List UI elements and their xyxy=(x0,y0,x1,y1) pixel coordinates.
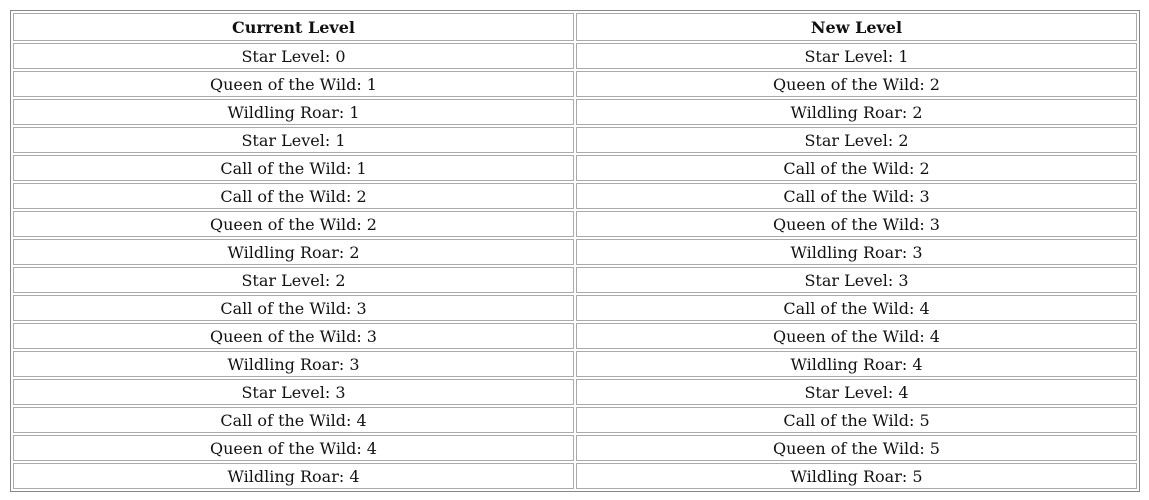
table-cell: Queen of the Wild: 3 xyxy=(576,211,1137,237)
table-cell: Queen of the Wild: 4 xyxy=(576,323,1137,349)
table-cell: Call of the Wild: 3 xyxy=(13,295,574,321)
table-cell: Wildling Roar: 2 xyxy=(13,239,574,265)
table-cell: Star Level: 3 xyxy=(13,379,574,405)
table-cell: Queen of the Wild: 3 xyxy=(13,323,574,349)
table-row: Call of the Wild: 1 Call of the Wild: 2 xyxy=(13,155,1137,181)
table-cell: Call of the Wild: 3 xyxy=(576,183,1137,209)
table-row: Call of the Wild: 4 Call of the Wild: 5 xyxy=(13,407,1137,433)
table-row: Wildling Roar: 3 Wildling Roar: 4 xyxy=(13,351,1137,377)
table-cell: Call of the Wild: 4 xyxy=(576,295,1137,321)
table-row: Queen of the Wild: 3 Queen of the Wild: 4 xyxy=(13,323,1137,349)
table-cell: Wildling Roar: 3 xyxy=(576,239,1137,265)
header-cell: New Level xyxy=(576,13,1137,41)
table-cell: Call of the Wild: 5 xyxy=(576,407,1137,433)
table-row: Star Level: 3 Star Level: 4 xyxy=(13,379,1137,405)
table-cell: Queen of the Wild: 4 xyxy=(13,435,574,461)
table-head: Current Level New Level xyxy=(13,13,1137,41)
table-row: Queen of the Wild: 1 Queen of the Wild: 2 xyxy=(13,71,1137,97)
table-cell: Call of the Wild: 2 xyxy=(576,155,1137,181)
table-cell: Star Level: 0 xyxy=(13,43,574,69)
table-row: Queen of the Wild: 4 Queen of the Wild: 5 xyxy=(13,435,1137,461)
table-cell: Star Level: 2 xyxy=(13,267,574,293)
table-cell: Queen of the Wild: 2 xyxy=(13,211,574,237)
table-cell: Queen of the Wild: 2 xyxy=(576,71,1137,97)
header-row: Current Level New Level xyxy=(13,13,1137,41)
table-cell: Call of the Wild: 2 xyxy=(13,183,574,209)
table-row: Star Level: 0 Star Level: 1 xyxy=(13,43,1137,69)
table-cell: Call of the Wild: 4 xyxy=(13,407,574,433)
table-row: Wildling Roar: 1 Wildling Roar: 2 xyxy=(13,99,1137,125)
table-row: Star Level: 1 Star Level: 2 xyxy=(13,127,1137,153)
table-row: Queen of the Wild: 2 Queen of the Wild: 3 xyxy=(13,211,1137,237)
table-row: Call of the Wild: 3 Call of the Wild: 4 xyxy=(13,295,1137,321)
table-cell: Queen of the Wild: 5 xyxy=(576,435,1137,461)
table-cell: Star Level: 2 xyxy=(576,127,1137,153)
table-row: Call of the Wild: 2 Call of the Wild: 3 xyxy=(13,183,1137,209)
table-cell: Call of the Wild: 1 xyxy=(13,155,574,181)
table-cell: Queen of the Wild: 1 xyxy=(13,71,574,97)
table-cell: Star Level: 1 xyxy=(576,43,1137,69)
table-row: Wildling Roar: 4 Wildling Roar: 5 xyxy=(13,463,1137,489)
table-cell: Wildling Roar: 4 xyxy=(576,351,1137,377)
table-cell: Star Level: 4 xyxy=(576,379,1137,405)
table-cell: Wildling Roar: 1 xyxy=(13,99,574,125)
table-cell: Wildling Roar: 5 xyxy=(576,463,1137,489)
table-cell: Star Level: 1 xyxy=(13,127,574,153)
table-body: Star Level: 0 Star Level: 1 Queen of the W… xyxy=(13,43,1137,489)
table-row: Wildling Roar: 2 Wildling Roar: 3 xyxy=(13,239,1137,265)
level-table: Current Level New Level Star Level: 0 Sta… xyxy=(10,10,1140,492)
table-cell: Wildling Roar: 2 xyxy=(576,99,1137,125)
table-cell: Star Level: 3 xyxy=(576,267,1137,293)
table-cell: Wildling Roar: 4 xyxy=(13,463,574,489)
header-cell: Current Level xyxy=(13,13,574,41)
table-cell: Wildling Roar: 3 xyxy=(13,351,574,377)
table-row: Star Level: 2 Star Level: 3 xyxy=(13,267,1137,293)
